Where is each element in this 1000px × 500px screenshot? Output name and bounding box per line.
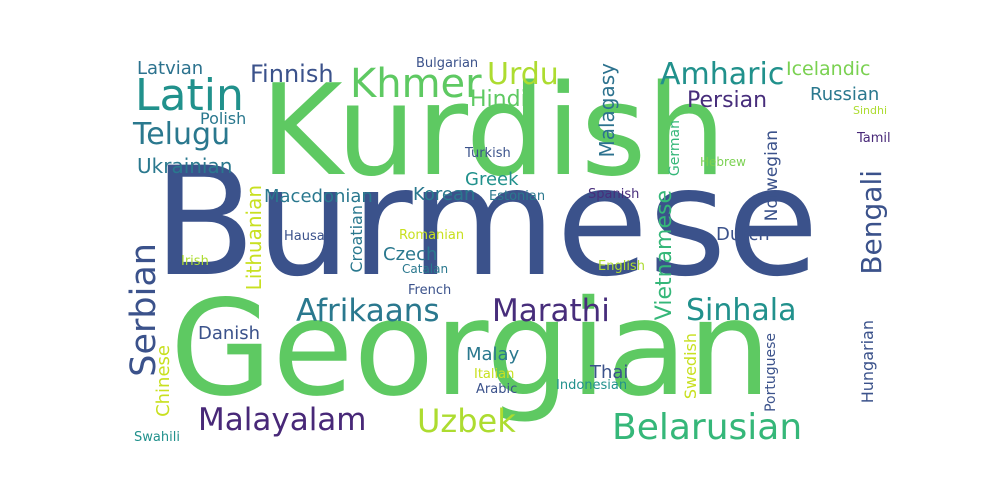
word-french: French	[408, 283, 452, 298]
word-uzbek: Uzbek	[417, 402, 516, 440]
word-telugu: Telugu	[133, 117, 231, 152]
word-sinhala: Sinhala	[686, 293, 797, 328]
word-danish: Danish	[198, 323, 261, 344]
word-arabic: Arabic	[476, 382, 518, 397]
word-czech: Czech	[383, 244, 438, 265]
word-polish: Polish	[200, 109, 247, 128]
word-malagasy: Malagasy	[595, 63, 619, 158]
word-swedish: Swedish	[681, 333, 700, 400]
word-marathi: Marathi	[492, 293, 610, 329]
word-khmer: Khmer	[350, 61, 482, 107]
word-turkish: Turkish	[465, 146, 511, 161]
word-burmese: Burmese	[153, 136, 819, 310]
word-finnish: Finnish	[250, 60, 334, 88]
word-german: German	[667, 120, 683, 177]
word-amharic: Amharic	[660, 57, 785, 92]
word-latvian: Latvian	[137, 58, 204, 79]
word-hindi: Hindi	[470, 87, 527, 112]
word-vietnamese: Vietnamese	[652, 190, 677, 321]
word-thai: Thai	[590, 362, 629, 383]
word-bulgarian: Bulgarian	[416, 56, 479, 71]
word-greek: Greek	[465, 169, 519, 190]
word-russian: Russian	[810, 84, 880, 105]
word-spanish: Spanish	[588, 187, 640, 202]
word-belarusian: Belarusian	[612, 407, 803, 448]
word-croatian: Croatian	[347, 205, 366, 273]
word-kurdish: Kurdish	[260, 57, 727, 204]
word-estonian: Estonian	[489, 189, 546, 204]
word-sindhi: Sindhi	[853, 104, 888, 117]
word-malayalam: Malayalam	[198, 402, 367, 438]
word-irish: Irish	[181, 254, 209, 269]
word-lithuanian: Lithuanian	[242, 185, 266, 291]
word-indonesian: Indonesian	[556, 378, 628, 393]
word-dutch: Dutch	[716, 224, 770, 245]
word-malay: Malay	[466, 344, 520, 365]
word-macedonian: Macedonian	[264, 186, 373, 207]
word-icelandic: Icelandic	[786, 58, 871, 80]
word-norwegian: Norwegian	[762, 130, 782, 222]
word-swahili: Swahili	[134, 430, 180, 445]
word-portuguese: Portuguese	[763, 333, 779, 412]
word-romanian: Romanian	[399, 228, 465, 243]
word-urdu: Urdu	[487, 57, 559, 92]
word-hungarian: Hungarian	[858, 320, 877, 404]
word-hebrew: Hebrew	[700, 155, 746, 169]
word-tamil: Tamil	[857, 131, 891, 146]
word-hausa: Hausa	[284, 229, 325, 244]
word-english: English	[598, 259, 645, 274]
word-persian: Persian	[687, 88, 768, 113]
word-ukrainian: Ukrainian	[137, 154, 233, 178]
word-korean: Korean	[413, 184, 476, 205]
word-catalan: Catalan	[402, 262, 449, 276]
word-latin: Latin	[135, 70, 244, 121]
word-chinese: Chinese	[153, 345, 174, 417]
word-georgian: Georgian	[170, 272, 772, 426]
word-italian: Italian	[474, 367, 515, 382]
word-bengali: Bengali	[855, 170, 888, 275]
word-afrikaans: Afrikaans	[296, 293, 440, 329]
